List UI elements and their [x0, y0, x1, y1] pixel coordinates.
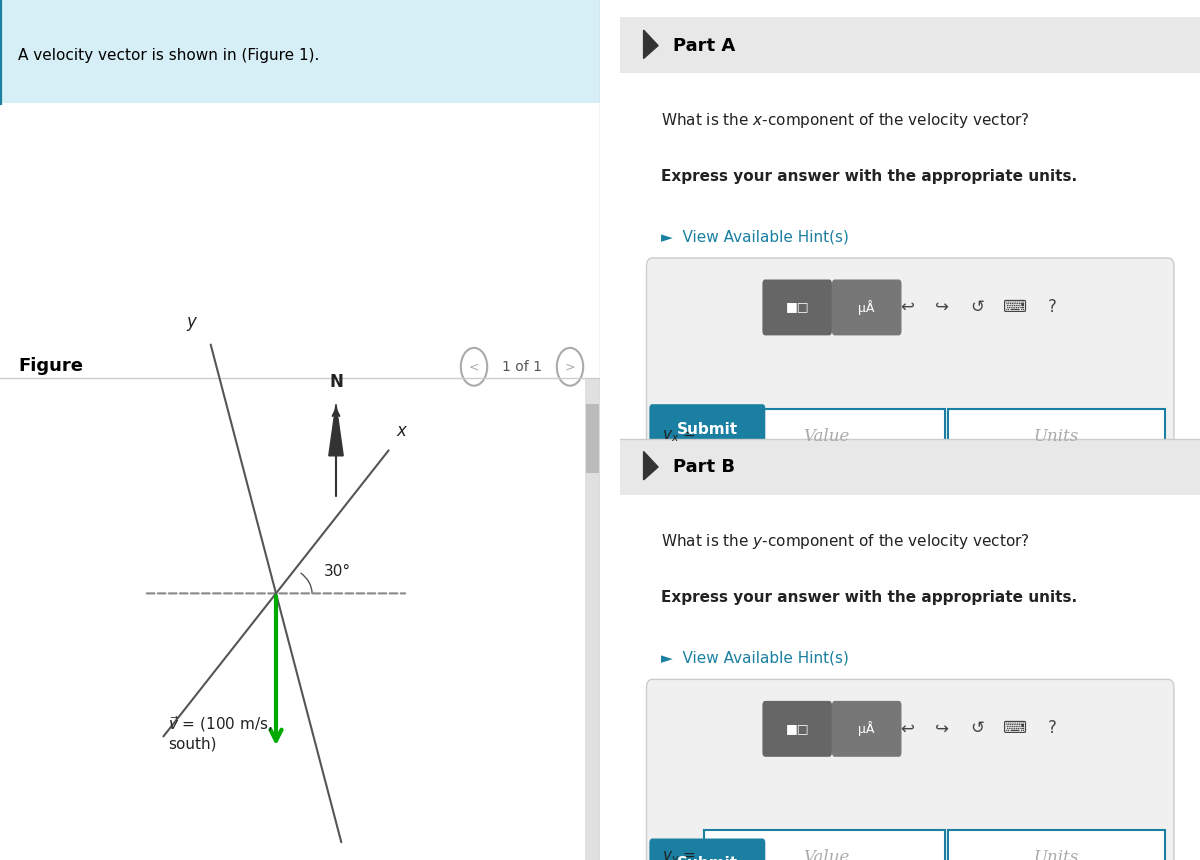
FancyBboxPatch shape	[649, 404, 766, 454]
FancyBboxPatch shape	[948, 408, 1165, 464]
Polygon shape	[643, 452, 658, 480]
Text: μÅ: μÅ	[858, 721, 875, 736]
Text: Submit: Submit	[677, 421, 738, 437]
Text: Figure: Figure	[18, 357, 83, 374]
FancyBboxPatch shape	[762, 280, 832, 335]
Text: μÅ: μÅ	[858, 299, 875, 315]
Text: Value: Value	[803, 850, 850, 860]
Text: ►  View Available Hint(s): ► View Available Hint(s)	[661, 650, 848, 666]
Text: 30°: 30°	[324, 564, 352, 579]
Text: >: >	[565, 360, 575, 374]
FancyBboxPatch shape	[586, 404, 599, 473]
Text: N: N	[329, 373, 343, 391]
FancyBboxPatch shape	[620, 439, 1200, 494]
Text: What is the $x$-component of the velocity vector?: What is the $x$-component of the velocit…	[661, 111, 1030, 130]
Text: A velocity vector is shown in (Figure 1).: A velocity vector is shown in (Figure 1)…	[18, 48, 319, 64]
Text: ↺: ↺	[970, 720, 984, 737]
FancyBboxPatch shape	[832, 701, 901, 757]
Text: $\vec{v}$ = (100 m/s,
south): $\vec{v}$ = (100 m/s, south)	[168, 714, 272, 751]
Text: $y$: $y$	[186, 316, 198, 334]
Text: ↺: ↺	[970, 298, 984, 316]
Text: 1 of 1: 1 of 1	[502, 360, 542, 374]
Text: ■□: ■□	[786, 300, 809, 314]
Text: ↪: ↪	[935, 298, 949, 316]
FancyBboxPatch shape	[762, 701, 832, 757]
Text: Part A: Part A	[672, 37, 734, 54]
Text: What is the $y$-component of the velocity vector?: What is the $y$-component of the velocit…	[661, 532, 1030, 551]
Text: ?: ?	[1048, 720, 1057, 737]
Text: ►  View Available Hint(s): ► View Available Hint(s)	[661, 229, 848, 244]
Text: Value: Value	[803, 428, 850, 445]
Text: $v_x$ =: $v_x$ =	[662, 428, 696, 445]
Text: Part B: Part B	[672, 458, 734, 476]
FancyBboxPatch shape	[620, 17, 1200, 73]
Text: ↩: ↩	[900, 298, 914, 316]
Text: Submit: Submit	[677, 856, 738, 860]
FancyBboxPatch shape	[948, 830, 1165, 860]
FancyBboxPatch shape	[704, 830, 944, 860]
Text: $v_y$ =: $v_y$ =	[662, 849, 696, 860]
Text: ⌨: ⌨	[1002, 720, 1026, 737]
Text: ⌨: ⌨	[1002, 298, 1026, 316]
FancyBboxPatch shape	[586, 378, 600, 860]
FancyBboxPatch shape	[647, 679, 1174, 860]
Text: Units: Units	[1033, 850, 1079, 860]
Text: $x$: $x$	[396, 421, 409, 439]
FancyBboxPatch shape	[649, 838, 766, 860]
FancyBboxPatch shape	[647, 258, 1174, 464]
Text: ↪: ↪	[935, 720, 949, 737]
Text: ↩: ↩	[900, 720, 914, 737]
FancyBboxPatch shape	[832, 280, 901, 335]
Text: Units: Units	[1033, 428, 1079, 445]
Text: ■□: ■□	[786, 722, 809, 735]
Text: ?: ?	[1048, 298, 1057, 316]
Polygon shape	[329, 404, 343, 456]
Text: Express your answer with the appropriate units.: Express your answer with the appropriate…	[661, 590, 1078, 605]
Text: <: <	[469, 360, 479, 374]
FancyBboxPatch shape	[704, 408, 944, 464]
FancyBboxPatch shape	[0, 0, 600, 103]
Polygon shape	[643, 30, 658, 58]
Text: Express your answer with the appropriate units.: Express your answer with the appropriate…	[661, 169, 1078, 184]
